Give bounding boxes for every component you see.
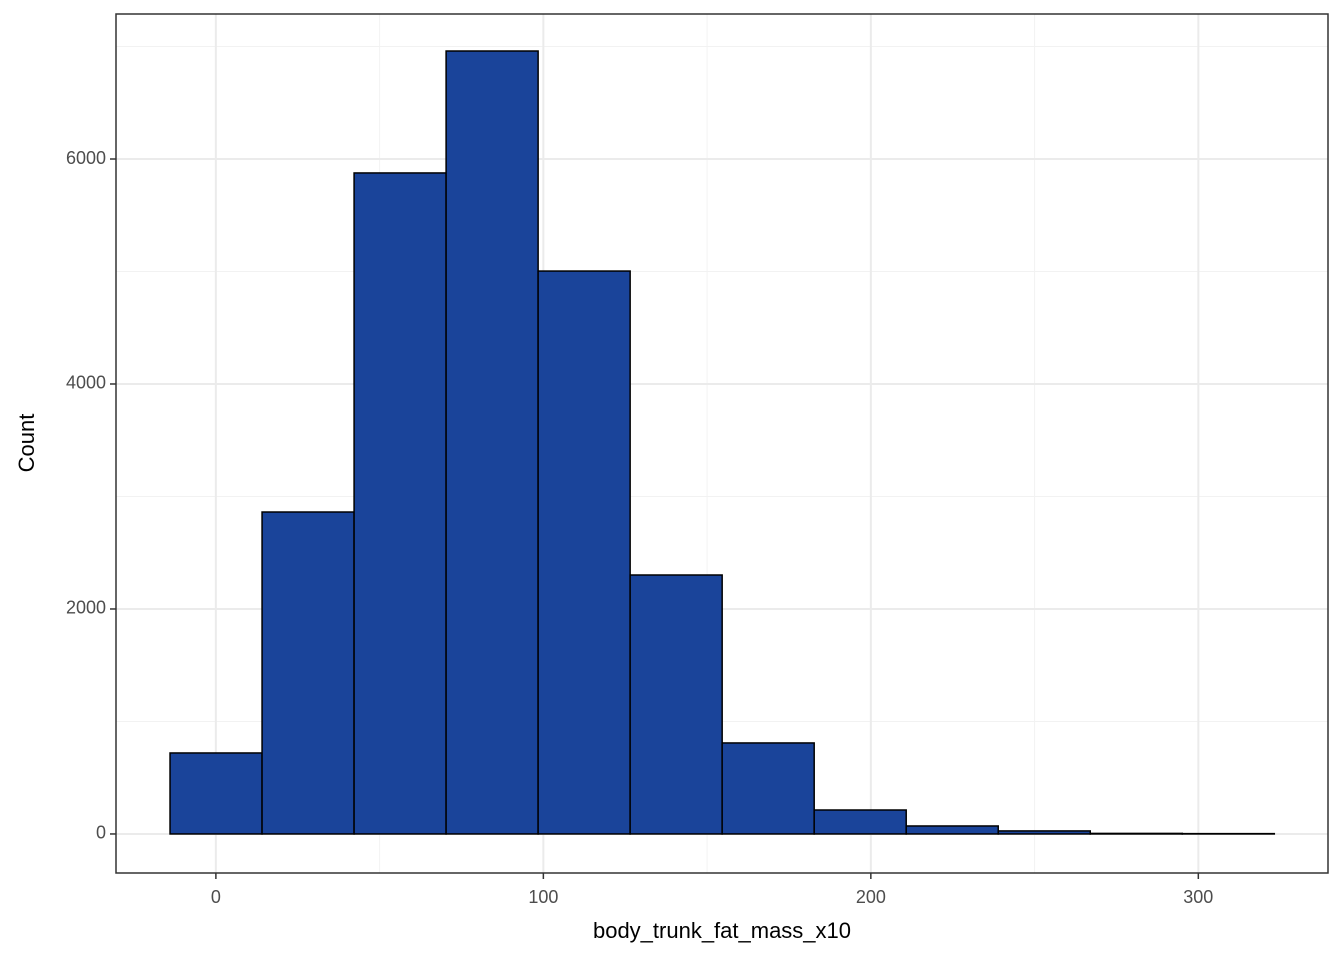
y-tick-label: 6000 (66, 148, 106, 168)
bar (261, 511, 355, 835)
bar (445, 50, 539, 835)
x-tick-label: 200 (856, 887, 886, 907)
x-tick-label: 0 (211, 887, 221, 907)
bar (169, 752, 263, 835)
y-axis-title: Count (14, 414, 39, 473)
x-tick-label: 100 (528, 887, 558, 907)
bar (629, 574, 723, 835)
y-tick-label: 4000 (66, 373, 106, 393)
plot-border (115, 13, 1329, 874)
x-tick-label: 300 (1183, 887, 1213, 907)
bar (905, 825, 999, 835)
bar (537, 270, 631, 835)
y-tick-label: 0 (96, 823, 106, 843)
bar (997, 830, 1092, 835)
bar (813, 809, 907, 835)
bar (353, 172, 447, 835)
bar (1089, 832, 1184, 835)
x-axis-title: body_trunk_fat_mass_x10 (593, 918, 851, 943)
y-tick-label: 2000 (66, 598, 106, 618)
bar (721, 742, 815, 835)
